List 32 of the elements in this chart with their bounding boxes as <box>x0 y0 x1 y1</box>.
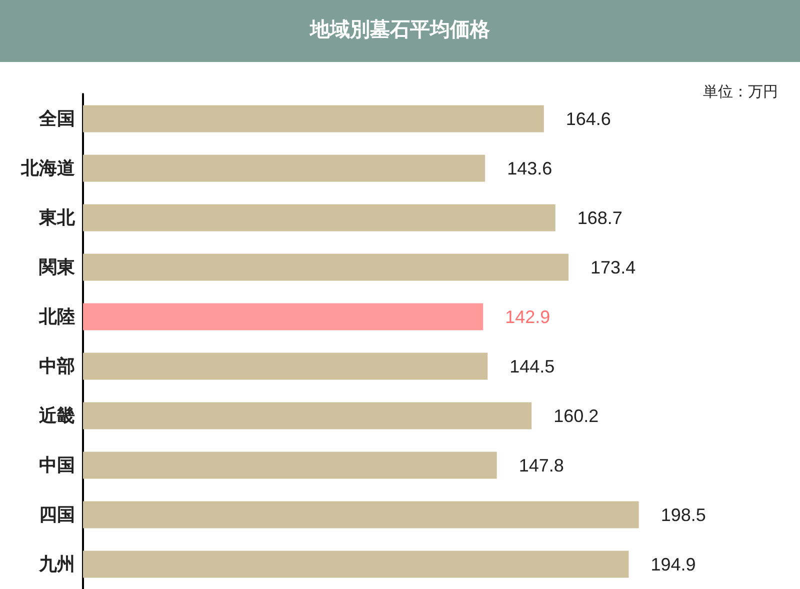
bar <box>83 105 544 132</box>
data-label: 144.5 <box>510 356 555 376</box>
y-tick-label: 近畿 <box>38 405 75 426</box>
data-label: 164.6 <box>566 108 611 129</box>
bar <box>83 154 486 182</box>
bar <box>83 501 639 528</box>
y-tick-label: 九州 <box>38 554 75 575</box>
data-label: 198.5 <box>660 504 706 525</box>
y-tick-label: 北海道 <box>20 158 75 179</box>
y-tick-label: 中部 <box>39 356 75 377</box>
data-label: 168.7 <box>577 208 622 228</box>
data-label: 142.9 <box>505 306 550 327</box>
bar <box>83 402 532 430</box>
y-tick-label: 中国 <box>39 454 75 476</box>
data-label: 147.8 <box>518 455 564 476</box>
data-label: 173.4 <box>590 257 636 278</box>
y-tick-label: 北陸 <box>38 306 75 328</box>
data-label: 143.6 <box>507 158 552 178</box>
y-tick-label: 関東 <box>39 256 75 278</box>
text: 単位：万円 <box>703 82 778 100</box>
bar <box>83 254 569 281</box>
y-tick-label: 全国 <box>38 108 75 130</box>
chart-title: 地域別墓石平均価格 <box>309 17 491 41</box>
data-label: 194.9 <box>650 554 696 574</box>
bar <box>83 352 488 380</box>
data-label: 160.2 <box>554 406 599 426</box>
bar <box>83 204 556 232</box>
y-tick-label: 東北 <box>38 207 76 228</box>
bar <box>83 452 497 479</box>
bar <box>83 303 484 330</box>
bar <box>83 550 629 578</box>
y-tick-label: 四国 <box>39 504 75 526</box>
